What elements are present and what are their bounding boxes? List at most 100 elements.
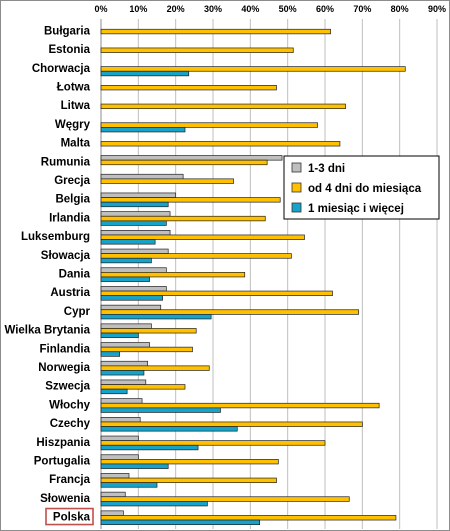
bar-francja-1-miesiac-i-wiecej [100,482,158,488]
bar-litwa-od-4-dni-do-miesiaca [100,103,346,110]
x-tick-label: 50% [279,4,297,14]
bar-grecja-1-3-dni [100,173,184,180]
x-tick-label: 0% [94,4,107,14]
category-label-czechy: Czechy [50,418,91,430]
bar-polska-1-3-dni [100,510,124,516]
bar-czechy-od-4-dni-do-miesiaca [100,421,363,427]
category-label-francja: Francja [49,474,91,486]
bar-wielka-brytania-1-miesiac-i-wiecej [100,332,139,338]
bar-belgia-od-4-dni-do-miesiaca [100,197,281,203]
category-label-polska: Polska [53,512,91,524]
bar-luksemburg-1-3-dni [100,230,171,236]
bar-norwegia-1-3-dni [100,360,149,367]
category-label-belgia: Belgia [55,194,90,206]
x-tick-label: 90% [428,4,446,14]
bar-czechy-1-3-dni [100,417,141,423]
bar-portugalia-od-4-dni-do-miesiaca [100,459,279,465]
category-label-irlandia: Irlandia [49,212,91,224]
category-label-chorwacja: Chorwacja [32,63,91,75]
bar-hiszpania-1-3-dni [100,435,139,441]
bar-cypr-1-3-dni [100,304,162,311]
category-label-szwecja: Szwecja [45,381,90,393]
category-label-austria: Austria [50,287,90,299]
legend-label-1-miesiac-i-wiecej: 1 miesiąc i więcej [308,203,404,215]
bar-finlandia-1-miesiac-i-wiecej [100,351,121,357]
bar-slowenia-1-3-dni [100,491,126,498]
x-tick-label: 20% [167,4,185,14]
category-label-dania: Dania [59,268,91,280]
bar-dania-1-miesiac-i-wiecej [100,276,150,282]
bar-malta-od-4-dni-do-miesiaca [100,141,341,147]
bar-slowenia-1-miesiac-i-wiecej [100,501,208,507]
bar-estonia-od-4-dni-do-miesiaca [100,47,294,53]
bar-rumunia-od-4-dni-do-miesiaca [100,159,268,166]
bar-hiszpania-od-4-dni-do-miesiaca [100,440,326,446]
bar-bulgaria-od-4-dni-do-miesiaca [100,28,331,35]
x-tick-label: 60% [316,4,334,14]
bar-dania-1-3-dni [100,267,167,273]
bar-grecja-od-4-dni-do-miesiaca [100,178,234,184]
legend-label-od-4-dni-do-miesiaca: od 4 dni do miesiąca [308,183,422,195]
category-label-malta: Malta [61,138,91,150]
bar-austria-1-miesiac-i-wiecej [100,295,163,301]
category-labels: Bułgaria Estonia Chorwacja Łotwa Litwa Węgry M… [4,25,94,526]
legend-swatch-od-4-dni-do-miesiaca [291,182,302,193]
bar-slowacja-od-4-dni-do-miesiaca [100,253,292,259]
bar-polska-od-4-dni-do-miesiaca [100,515,397,521]
bar-francja-1-3-dni [100,473,130,479]
x-tick-label: 10% [129,4,147,14]
category-label-rumunia: Rumunia [41,156,91,168]
bar-lotwa-od-4-dni-do-miesiaca [100,84,277,91]
bar-slowacja-1-3-dni [100,248,169,255]
legend-swatch-1-miesiac-i-wiecej [291,202,302,213]
bar-belgia-1-miesiac-i-wiecej [100,201,169,208]
bar-austria-od-4-dni-do-miesiaca [100,290,333,296]
category-label-grecja: Grecja [54,175,90,187]
bar-irlandia-od-4-dni-do-miesiaca [100,215,266,222]
category-label-wielka-brytania: Wielka Brytania [4,325,90,337]
category-label-luksemburg: Luksemburg [21,231,90,243]
x-tick-label: 40% [241,4,259,14]
bar-wegry-od-4-dni-do-miesiaca [100,122,318,128]
bar-chorwacja-1-miesiac-i-wiecej [100,70,190,77]
bar-norwegia-1-miesiac-i-wiecej [100,370,145,376]
bar-rumunia-1-3-dni [100,155,283,161]
bar-szwecja-od-4-dni-do-miesiaca [100,384,186,390]
legend-label-1-3-dni: 1-3 dni [308,163,345,175]
bar-hiszpania-1-miesiac-i-wiecej [100,444,199,451]
bar-wielka-brytania-od-4-dni-do-miesiaca [100,328,197,334]
bar-irlandia-1-3-dni [100,211,171,217]
bar-szwecja-1-3-dni [100,379,147,385]
bar-irlandia-1-miesiac-i-wiecej [100,220,167,226]
bar-wlochy-od-4-dni-do-miesiaca [100,402,380,409]
category-label-norwegia: Norwegia [38,362,90,374]
category-label-portugalia: Portugalia [34,455,91,467]
bar-czechy-1-miesiac-i-wiecej [100,426,238,432]
bar-portugalia-1-miesiac-i-wiecej [100,463,169,469]
bar-cypr-od-4-dni-do-miesiaca [100,309,359,315]
category-label-slowenia: Słowenia [40,493,90,505]
bar-luksemburg-1-miesiac-i-wiecej [100,239,156,245]
x-tick-label: 80% [391,4,409,14]
category-label-bulgaria: Bułgaria [44,25,91,37]
bar-slowacja-1-miesiac-i-wiecej [100,257,152,264]
bar-szwecja-1-miesiac-i-wiecej [100,388,128,395]
legend-swatch-1-3-dni [291,162,302,173]
category-label-hiszpania: Hiszpania [36,437,90,449]
bar-chorwacja-od-4-dni-do-miesiaca [100,66,406,72]
bar-luksemburg-od-4-dni-do-miesiaca [100,234,305,240]
bars [100,28,406,525]
bar-austria-1-3-dni [100,286,167,292]
bar-wegry-1-miesiac-i-wiecej [100,126,186,133]
bar-wlochy-1-3-dni [100,398,143,404]
highlight-box-polska [45,507,94,526]
category-label-litwa: Litwa [61,100,91,112]
bar-belgia-1-3-dni [100,192,177,198]
bar-dania-od-4-dni-do-miesiaca [100,272,246,278]
bar-norwegia-od-4-dni-do-miesiaca [100,365,210,371]
bar-finlandia-od-4-dni-do-miesiaca [100,346,193,353]
legend-box [283,155,440,220]
category-label-lotwa: Łotwa [57,81,91,93]
